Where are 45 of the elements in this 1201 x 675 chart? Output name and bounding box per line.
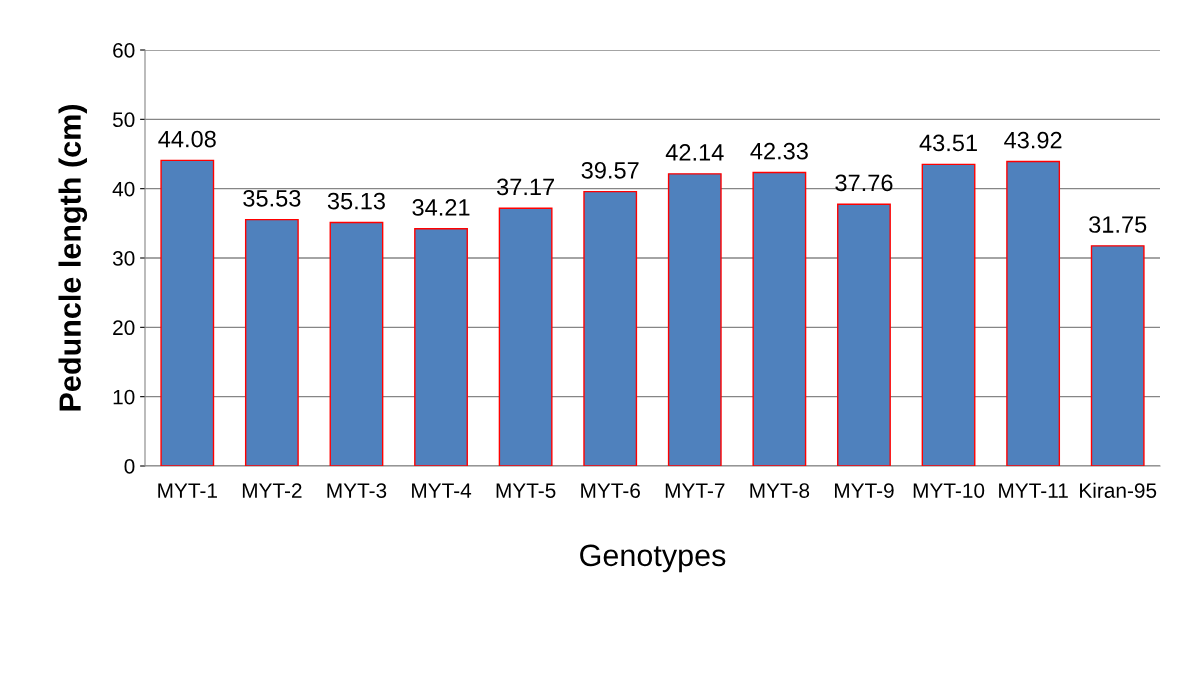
bar [667, 173, 722, 466]
x-tick-label: MYT-3 [327, 483, 387, 498]
x-tick-label: MYT-9 [834, 483, 894, 498]
data-label: 43.92 [1004, 131, 1062, 149]
bar [1006, 160, 1061, 466]
data-label: 42.14 [665, 144, 724, 161]
x-tick-label: MYT-8 [750, 483, 810, 498]
x-tick-label: MYT-2 [242, 483, 302, 498]
y-tick-label: 50 [112, 112, 135, 128]
y-tick-label: 40 [112, 181, 135, 197]
y-tick-label: 30 [112, 251, 135, 266]
x-tick-label: MYT-5 [496, 483, 556, 498]
bar [329, 221, 384, 466]
x-tick-label: MYT-10 [913, 483, 985, 498]
bar [583, 190, 638, 466]
x-tick-label: Kiran-95 [1080, 482, 1157, 498]
bar [837, 203, 891, 466]
y-tick-label: 0 [124, 459, 135, 474]
bar [1090, 245, 1145, 466]
data-label: 37.76 [835, 174, 893, 192]
y-tick-label: 10 [113, 389, 135, 405]
bar [921, 163, 976, 466]
bar [160, 159, 215, 466]
data-label: 44.08 [158, 130, 216, 148]
data-label: 35.53 [243, 189, 301, 207]
data-label: 39.57 [581, 161, 639, 179]
x-axis-title: Genotypes [580, 544, 726, 573]
y-tick-label: 60 [113, 43, 135, 58]
bar [498, 207, 553, 466]
bar [752, 171, 807, 466]
bar [414, 228, 468, 466]
x-tick-label: MYT-11 [999, 483, 1068, 498]
y-axis-title: Peduncle length (cm) [58, 105, 88, 411]
data-label: 43.51 [919, 134, 977, 152]
data-label: 35.13 [327, 192, 385, 210]
x-tick-label: MYT-4 [412, 483, 472, 498]
x-tick-label: MYT-7 [665, 483, 725, 498]
x-tick-label: MYT-6 [581, 483, 640, 498]
data-label: 42.33 [750, 142, 808, 160]
data-label: 37.17 [496, 178, 554, 196]
x-tick-label: MYT-1 [158, 483, 217, 498]
data-label: 34.21 [412, 199, 470, 216]
data-label: 31.75 [1089, 216, 1147, 233]
y-tick-label: 20 [113, 320, 135, 336]
bar [244, 218, 299, 466]
